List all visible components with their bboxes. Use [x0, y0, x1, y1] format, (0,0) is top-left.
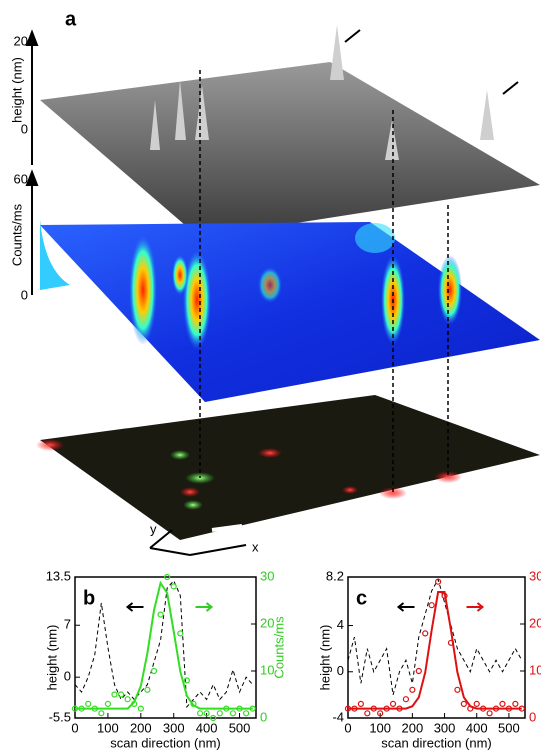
data-point [111, 691, 118, 698]
axis-label: height (nm) [9, 57, 24, 123]
series-line [75, 580, 253, 710]
data-point [164, 573, 171, 581]
data-point [499, 700, 506, 708]
x-tick-label: 0 [344, 720, 351, 735]
data-point [243, 710, 250, 717]
y-axis-label: height (nm) [44, 625, 59, 691]
data-point [435, 578, 442, 585]
data-point [196, 710, 204, 717]
data-point [402, 696, 410, 703]
y-tick-label: 0 [64, 669, 71, 684]
y-tick-label: -5.5 [49, 709, 71, 724]
data-point [415, 667, 422, 675]
y2-tick-label: 20 [529, 615, 541, 630]
data-point [183, 677, 190, 684]
y-tick-label: 4 [337, 617, 344, 632]
data-point [104, 700, 112, 708]
data-point [144, 686, 151, 693]
y2-tick-label: 10 [529, 662, 541, 677]
height-surface [40, 25, 540, 238]
panel-label: c [356, 587, 367, 609]
data-point [512, 700, 519, 708]
y2-axis-label: Counts/ms [271, 616, 286, 679]
y-tick-label: 0 [337, 663, 344, 678]
arrow [396, 602, 415, 612]
guide-lines [199, 70, 449, 493]
data-point [85, 700, 92, 708]
data-point [389, 700, 397, 708]
data-point [422, 630, 429, 637]
y2-tick-label: 10 [260, 662, 274, 677]
data-point [216, 710, 223, 717]
data-point [137, 705, 144, 712]
fluorescence-image [36, 395, 540, 540]
counts-surface [40, 220, 540, 402]
y-axis-label: height (nm) [317, 625, 332, 691]
tick-label: 60 [14, 171, 28, 186]
panel-label: a [65, 8, 77, 30]
data-point [170, 583, 177, 590]
tick-label: 0 [21, 287, 28, 302]
data-point [364, 710, 371, 717]
plot-frame [347, 576, 526, 719]
axis-label: Counts/ms [9, 203, 24, 266]
data-point [486, 710, 493, 717]
y2-tick-label: 0 [529, 709, 536, 724]
series-line [74, 579, 254, 709]
plot-frame [74, 576, 257, 719]
y-tick-label: 13.5 [46, 568, 71, 583]
x-tick-label: 500 [498, 720, 520, 735]
x-tick-label: 300 [163, 720, 185, 735]
panel-label: b [83, 587, 95, 609]
arrow [125, 602, 144, 612]
y2-tick-label: 30 [260, 568, 274, 583]
data-point [117, 691, 125, 698]
x-tick-label: 400 [196, 720, 218, 735]
data-point [177, 630, 184, 637]
arrow [195, 602, 214, 612]
y2-tick-label: 20 [260, 615, 274, 630]
tick-label: 0 [21, 121, 28, 136]
data-point [210, 714, 217, 722]
y2-tick-label: 0 [260, 709, 267, 724]
data-point [454, 686, 461, 693]
data-point [124, 696, 131, 703]
data-point [428, 602, 435, 609]
data-point [473, 700, 480, 708]
x-tick-label: 100 [97, 720, 119, 735]
arrow [466, 602, 485, 612]
x-axis-label: scan direction (nm) [110, 735, 221, 750]
axes-a [25, 29, 519, 556]
data-point [460, 700, 467, 708]
x-tick-label: 300 [434, 720, 456, 735]
data-point [229, 710, 237, 717]
data-point [98, 710, 105, 717]
x-axis-label: scan direction (nm) [381, 735, 492, 750]
y-tick-label: 7 [64, 617, 71, 632]
y-tick-label: -4 [332, 709, 344, 724]
data-point [203, 710, 210, 717]
x-tick-label: 400 [466, 720, 488, 735]
y2-tick-label: 30 [529, 568, 541, 583]
x-tick-label: 500 [229, 720, 251, 735]
tick-label: 20 [14, 33, 28, 48]
x-tick-label: 200 [402, 720, 424, 735]
y-tick-label: 8.2 [326, 568, 344, 583]
x-tick-label: 200 [130, 720, 152, 735]
x-tick-label: 100 [369, 720, 391, 735]
data-point [377, 710, 384, 717]
data-point [150, 667, 158, 675]
axis-name: x [252, 539, 259, 554]
data-point [157, 611, 164, 618]
axis-name: y [150, 521, 157, 536]
x-tick-label: 0 [71, 720, 78, 735]
data-point [409, 686, 416, 693]
series-line [348, 591, 522, 710]
data-point [357, 700, 364, 708]
series-line [347, 578, 523, 696]
